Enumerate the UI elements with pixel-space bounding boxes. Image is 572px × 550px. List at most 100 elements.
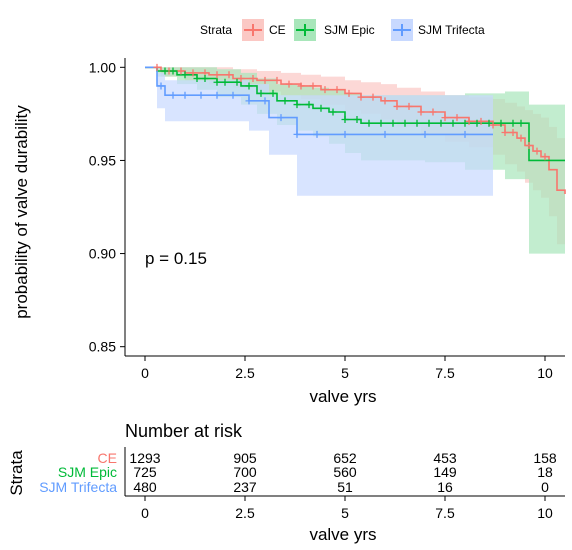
- censor-mark: [473, 119, 481, 127]
- risk-row-label: CE: [98, 450, 117, 466]
- y-tick-label: 0.85: [89, 339, 116, 355]
- censor-mark: [341, 130, 349, 138]
- censor-mark: [297, 82, 305, 90]
- censor-mark: [533, 147, 541, 155]
- censor-mark: [177, 67, 185, 75]
- censor-mark: [501, 129, 509, 136]
- censor-mark: [429, 108, 437, 116]
- censor-mark: [317, 104, 325, 112]
- censor-mark: [353, 115, 361, 123]
- risk-table-x-axis-label: valve yrs: [309, 525, 376, 544]
- censor-mark: [281, 97, 289, 105]
- risk-x-tick-label: 10: [537, 505, 553, 521]
- risk-cell: 1293: [129, 450, 160, 466]
- censor-mark: [377, 119, 385, 127]
- censor-mark: [449, 119, 457, 127]
- risk-x-tick-label: 5: [341, 505, 349, 521]
- censor-mark: [249, 74, 257, 82]
- censor-mark: [461, 130, 469, 138]
- censor-mark: [189, 69, 197, 77]
- x-tick-label: 2.5: [235, 365, 255, 381]
- risk-row-label: SJM Epic: [58, 464, 117, 480]
- survival-plot: 0.85 0.90 0.95 1.00 0 2.5 5 7.5 10 p = 0.15 val…: [12, 58, 566, 406]
- censor-mark: [237, 74, 245, 82]
- y-axis-label: probability of valve durability: [12, 105, 31, 319]
- censor-mark: [277, 114, 285, 122]
- legend-title: Strata: [200, 23, 232, 37]
- censor-mark: [541, 153, 549, 161]
- censor-mark: [233, 78, 241, 86]
- censor-mark: [261, 76, 269, 84]
- legend: Strata CE SJM Epic SJM Trifecta: [200, 19, 485, 41]
- y-tick-label: 1.00: [89, 59, 116, 75]
- censor-mark: [381, 130, 389, 138]
- y-tick-label: 0.90: [89, 246, 116, 262]
- legend-item-ce: CE: [242, 19, 286, 41]
- risk-row-sjm-epic: SJM Epic 725 700 560 149 18: [58, 464, 553, 480]
- censor-mark: [425, 119, 433, 127]
- censor-mark: [369, 93, 377, 101]
- risk-cell: 453: [433, 450, 457, 466]
- censor-mark: [321, 86, 329, 94]
- risk-x-tick-label: 7.5: [435, 505, 455, 521]
- censor-mark: [509, 129, 517, 136]
- confidence-bands: [145, 67, 565, 280]
- censor-mark: [169, 67, 177, 75]
- censor-mark: [405, 102, 413, 110]
- censor-mark: [413, 119, 421, 127]
- risk-row-ce: CE 1293 905 652 453 158: [98, 450, 557, 466]
- censor-mark: [313, 130, 321, 138]
- risk-x-tick-label: 0: [141, 505, 149, 521]
- censor-mark: [213, 71, 221, 79]
- y-ticks: 0.85 0.90 0.95 1.00: [89, 59, 125, 355]
- risk-cell: 0: [541, 479, 549, 495]
- legend-label: SJM Trifecta: [418, 23, 485, 37]
- risk-cell: 905: [233, 450, 257, 466]
- censor-mark: [213, 91, 221, 99]
- censor-mark: [305, 101, 313, 109]
- censor-mark: [329, 108, 337, 116]
- censor-mark: [193, 74, 201, 82]
- legend-item-sjm-epic: SJM Epic: [294, 19, 375, 41]
- risk-cell: 700: [233, 464, 257, 480]
- censor-mark: [393, 102, 401, 110]
- risk-table-title: Number at risk: [125, 421, 243, 441]
- risk-cell: 480: [133, 479, 157, 495]
- censor-mark: [497, 119, 505, 127]
- censor-mark: [153, 63, 161, 71]
- censor-mark: [169, 91, 177, 99]
- censor-mark: [221, 78, 229, 86]
- legend-label: CE: [269, 23, 286, 37]
- censor-mark: [245, 82, 253, 90]
- censor-mark: [197, 91, 205, 99]
- risk-row-sjm-trifecta: SJM Trifecta 480 237 51 16 0: [39, 479, 549, 495]
- censor-mark: [461, 119, 469, 127]
- risk-cell: 149: [433, 464, 457, 480]
- censor-mark: [437, 119, 445, 127]
- censor-mark: [465, 117, 473, 125]
- censor-mark: [345, 89, 353, 97]
- censor-mark: [213, 78, 221, 86]
- censor-mark: [489, 121, 497, 129]
- censor-mark: [257, 89, 265, 97]
- censor-mark: [181, 91, 189, 99]
- risk-cell: 18: [537, 464, 553, 480]
- censor-mark: [229, 91, 237, 99]
- censor-mark: [309, 82, 317, 90]
- x-tick-label: 5: [341, 365, 349, 381]
- risk-cell: 560: [333, 464, 357, 480]
- risk-cell: 158: [533, 450, 557, 466]
- censor-mark: [421, 130, 429, 138]
- censor-mark: [389, 119, 397, 127]
- x-axis-label: valve yrs: [309, 387, 376, 406]
- x-tick-label: 0: [141, 365, 149, 381]
- censor-mark: [201, 74, 209, 82]
- censor-mark: [161, 67, 169, 75]
- censor-mark: [453, 114, 461, 122]
- censor-mark: [441, 114, 449, 122]
- censor-mark: [273, 76, 281, 84]
- censor-mark: [485, 119, 493, 127]
- censor-mark: [401, 119, 409, 127]
- censor-mark: [157, 82, 165, 90]
